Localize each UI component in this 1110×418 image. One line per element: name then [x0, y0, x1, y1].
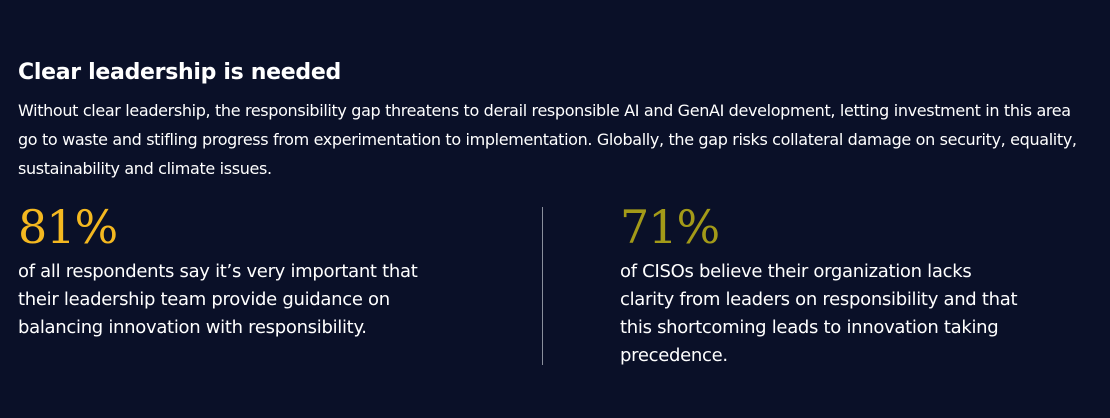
stat-block-respondents: 81% of all respondents say it’s very imp… — [18, 198, 418, 342]
section-title: Clear leadership is needed — [18, 60, 341, 86]
stat-block-cisos: 71% of CISOs believe their organization … — [620, 198, 1020, 370]
vertical-divider — [542, 207, 543, 365]
intro-paragraph: Without clear leadership, the responsibi… — [18, 101, 1077, 178]
stat-value: 71% — [620, 200, 720, 254]
stat-value: 81% — [18, 200, 118, 254]
stat-description: of CISOs believe their organization lack… — [620, 261, 1018, 366]
stat-description: of all respondents say it’s very importa… — [18, 261, 418, 338]
